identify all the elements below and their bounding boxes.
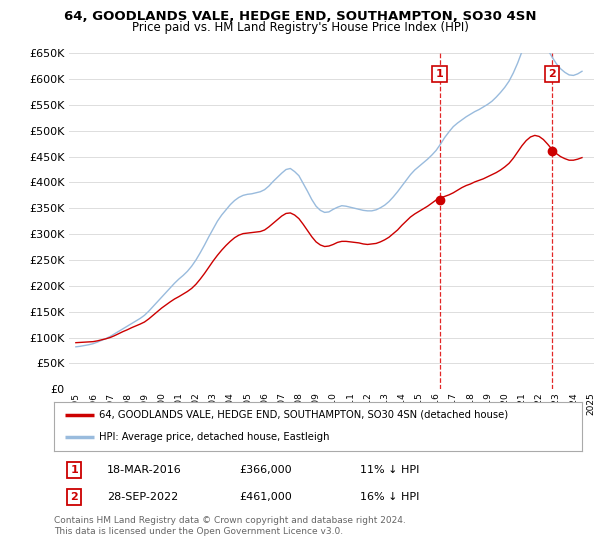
Text: 11% ↓ HPI: 11% ↓ HPI	[360, 465, 419, 475]
Text: 64, GOODLANDS VALE, HEDGE END, SOUTHAMPTON, SO30 4SN (detached house): 64, GOODLANDS VALE, HEDGE END, SOUTHAMPT…	[99, 410, 508, 420]
Text: 64, GOODLANDS VALE, HEDGE END, SOUTHAMPTON, SO30 4SN: 64, GOODLANDS VALE, HEDGE END, SOUTHAMPT…	[64, 10, 536, 23]
Text: 18-MAR-2016: 18-MAR-2016	[107, 465, 182, 475]
Text: Price paid vs. HM Land Registry's House Price Index (HPI): Price paid vs. HM Land Registry's House …	[131, 21, 469, 34]
Text: Contains HM Land Registry data © Crown copyright and database right 2024.
This d: Contains HM Land Registry data © Crown c…	[54, 516, 406, 536]
Text: 2: 2	[548, 69, 556, 79]
Text: 1: 1	[70, 465, 78, 475]
Text: 1: 1	[436, 69, 443, 79]
Text: £461,000: £461,000	[239, 492, 292, 502]
Text: HPI: Average price, detached house, Eastleigh: HPI: Average price, detached house, East…	[99, 432, 329, 442]
Text: 2: 2	[70, 492, 78, 502]
Text: 28-SEP-2022: 28-SEP-2022	[107, 492, 178, 502]
Text: £366,000: £366,000	[239, 465, 292, 475]
Text: 16% ↓ HPI: 16% ↓ HPI	[360, 492, 419, 502]
